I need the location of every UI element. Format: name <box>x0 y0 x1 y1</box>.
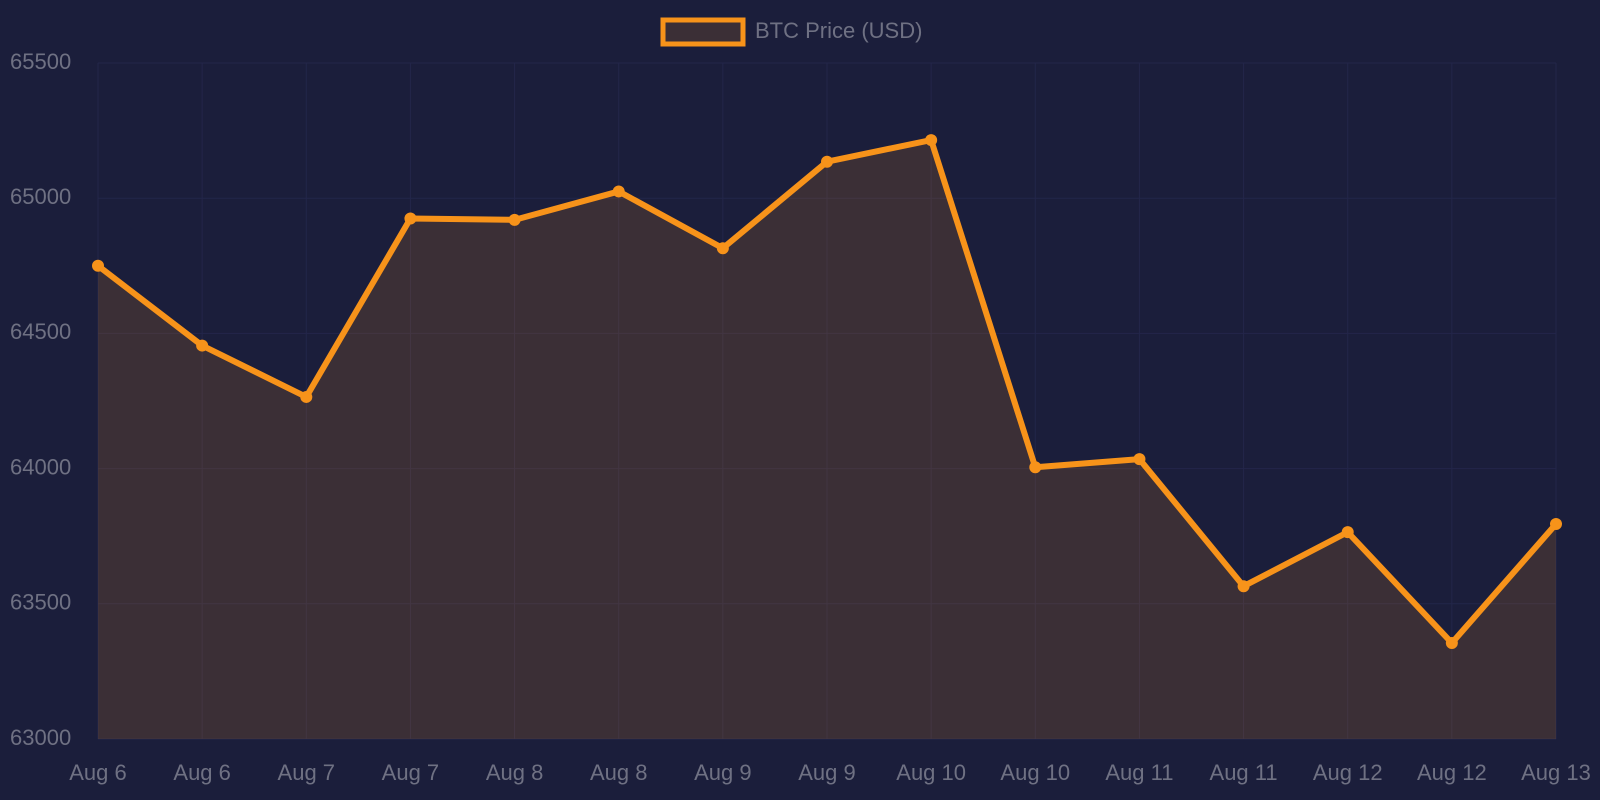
point <box>508 213 521 226</box>
area <box>98 140 1556 740</box>
point <box>612 185 625 198</box>
point <box>1550 518 1562 531</box>
point <box>821 155 833 168</box>
x-tick-label: Aug 11 <box>1210 760 1278 785</box>
x-tick-label: Aug 12 <box>1313 760 1383 785</box>
point <box>92 259 104 272</box>
y-tick-label: 64000 <box>10 454 71 479</box>
y-tick-label: 65500 <box>10 49 71 74</box>
x-tick-label: Aug 6 <box>173 760 231 785</box>
x-tick-label: Aug 10 <box>1000 760 1070 785</box>
legend-label: BTC Price (USD) <box>755 18 922 43</box>
point <box>716 242 729 255</box>
y-tick-label: 65000 <box>10 184 71 209</box>
x-tick-label: Aug 7 <box>278 760 336 785</box>
legend-swatch <box>660 17 746 47</box>
point <box>1445 637 1458 650</box>
x-tick-label: Aug 6 <box>69 760 127 785</box>
point <box>1029 461 1042 474</box>
point <box>1133 453 1146 466</box>
point <box>404 212 417 225</box>
x-tick-label: Aug 10 <box>896 760 966 785</box>
y-tick-label: 64500 <box>10 319 71 344</box>
x-tick-label: Aug 13 <box>1521 760 1591 785</box>
x-tick-label: Aug 11 <box>1105 760 1173 785</box>
x-tick-label: Aug 8 <box>590 760 648 785</box>
x-tick-label: Aug 9 <box>694 760 752 785</box>
x-tick-label: Aug 12 <box>1417 760 1487 785</box>
point <box>1341 526 1354 539</box>
x-tick-label: Aug 9 <box>798 760 856 785</box>
point <box>925 134 938 147</box>
x-tick-label: Aug 7 <box>382 760 440 785</box>
y-tick-label: 63500 <box>10 590 71 615</box>
point <box>1237 580 1250 593</box>
point <box>300 390 313 403</box>
x-tick-label: Aug 8 <box>486 760 544 785</box>
y-tick-label: 63000 <box>10 725 71 750</box>
point <box>196 339 209 352</box>
